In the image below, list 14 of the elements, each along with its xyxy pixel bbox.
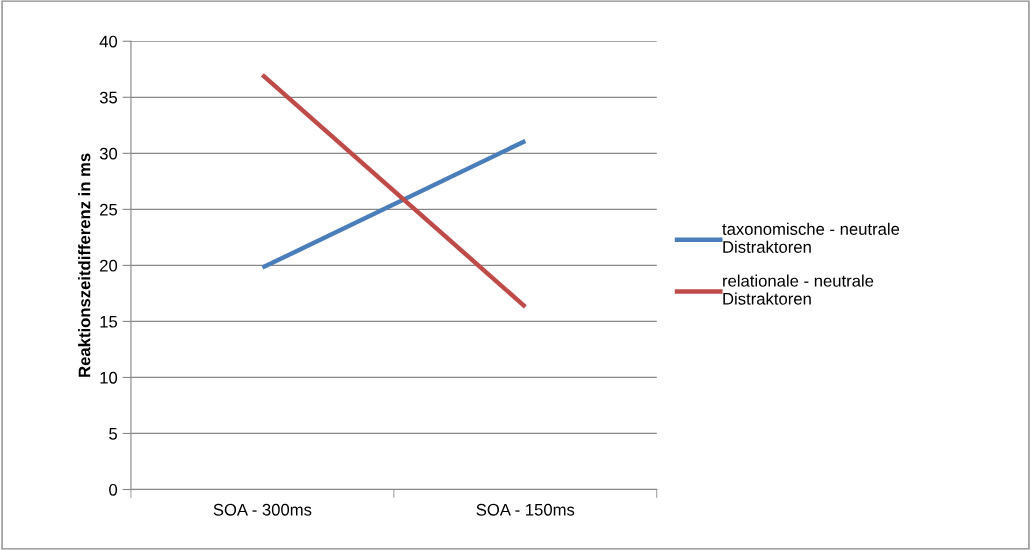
y-tick-label: 30 [99, 147, 118, 160]
y-tick-label: 15 [100, 315, 118, 328]
y-tick-label: 25 [100, 203, 118, 216]
x-tick-label: SOA - 300ms [213, 503, 312, 516]
legend-label: relationale - neutrale Distraktoren [723, 274, 874, 305]
y-tick-label: 5 [109, 428, 118, 440]
y-tick-label: 20 [100, 259, 118, 272]
x-tick-label: SOA - 150ms [476, 503, 575, 516]
y-tick-label: 0 [109, 483, 118, 496]
legend-label: taxonomische - neutrale Distraktoren [722, 222, 900, 253]
y-tick-label: 10 [100, 371, 118, 384]
y-axis-title: Reaktionszeitdifferenz in ms [78, 153, 91, 377]
y-tick-label: 40 [99, 35, 118, 48]
y-tick-label: 35 [99, 91, 118, 104]
